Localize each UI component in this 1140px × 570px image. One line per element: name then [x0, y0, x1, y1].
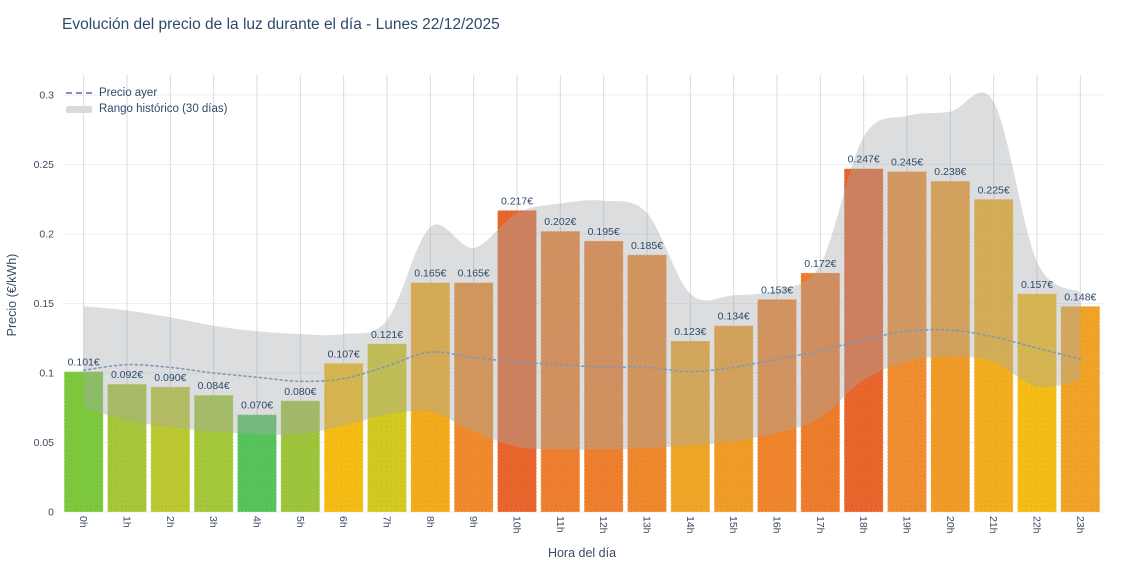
x-tick-label: 13h — [641, 516, 653, 534]
bar-texture — [150, 386, 190, 512]
bar-value-label: 0.084€ — [198, 380, 230, 392]
legend-label-precio-ayer: Precio ayer — [99, 87, 158, 99]
y-tick-label: 0.25 — [34, 159, 55, 171]
bar-value-label: 0.185€ — [631, 240, 663, 252]
y-tick-label: 0 — [48, 507, 54, 519]
bar-texture — [64, 371, 104, 512]
historical-range-band — [83, 92, 1081, 450]
bar-value-label: 0.245€ — [891, 156, 923, 168]
chart-title: Evolución del precio de la luz durante e… — [62, 16, 500, 33]
dashed-line-icon — [66, 92, 92, 94]
x-tick-label: 7h — [381, 516, 393, 528]
bar-texture — [107, 384, 147, 512]
bar-value-label: 0.247€ — [848, 154, 880, 166]
legend: Precio ayer Rango histórico (30 días) — [66, 85, 227, 117]
y-tick-label: 0.1 — [39, 368, 54, 380]
bar-value-label: 0.070€ — [241, 400, 273, 412]
bar-value-label: 0.172€ — [804, 258, 836, 270]
bar-value-label: 0.134€ — [718, 311, 750, 323]
bar-texture — [930, 181, 970, 512]
x-tick-label: 8h — [424, 516, 436, 528]
x-tick-label: 11h — [554, 516, 566, 533]
band-swatch-icon — [66, 105, 92, 113]
y-tick-label: 0.3 — [39, 90, 54, 102]
x-tick-label: 10h — [511, 516, 523, 534]
bar-texture — [800, 272, 840, 512]
y-tick-label: 0.2 — [39, 229, 54, 241]
x-tick-label: 23h — [1074, 516, 1086, 534]
bar-texture — [584, 240, 624, 512]
legend-label-rango-historico: Rango histórico (30 días) — [99, 103, 228, 115]
y-tick-label: 0.05 — [34, 437, 55, 449]
bar-value-label: 0.165€ — [414, 268, 446, 280]
bar-texture — [1060, 306, 1100, 512]
bar-value-label: 0.238€ — [934, 166, 966, 178]
bar-texture — [844, 168, 884, 513]
bar-texture — [627, 254, 667, 512]
x-tick-label: 9h — [467, 516, 479, 528]
bar-value-label: 0.123€ — [674, 326, 706, 338]
x-tick-label: 3h — [207, 516, 219, 528]
bar-value-label: 0.202€ — [544, 216, 576, 228]
bar-texture — [670, 341, 710, 512]
bar-value-label: 0.121€ — [371, 329, 403, 341]
bar-texture — [974, 199, 1014, 512]
x-tick-label: 0h — [77, 516, 89, 528]
x-tick-label: 15h — [727, 516, 739, 534]
bar-texture — [367, 343, 407, 512]
x-tick-label: 22h — [1031, 516, 1043, 534]
bar-value-label: 0.101€ — [68, 357, 100, 369]
bar-value-label: 0.157€ — [1021, 279, 1053, 291]
bar-value-label: 0.195€ — [588, 226, 620, 238]
x-tick-label: 21h — [987, 516, 999, 534]
x-tick-label: 17h — [814, 516, 826, 534]
yesterday-price-line — [82, 328, 1082, 383]
legend-item-rango-historico[interactable]: Rango histórico (30 días) — [66, 101, 227, 117]
bar-value-label: 0.225€ — [978, 184, 1010, 196]
y-tick-label: 0.15 — [34, 298, 55, 310]
bar-value-label: 0.107€ — [328, 348, 360, 360]
bar-value-label: 0.080€ — [284, 386, 316, 398]
x-tick-label: 12h — [597, 516, 609, 534]
bar-texture — [454, 282, 494, 512]
bar-texture — [887, 171, 927, 512]
bar-value-label: 0.217€ — [501, 195, 533, 207]
bar-value-label: 0.148€ — [1064, 291, 1096, 303]
bar-texture — [757, 299, 797, 512]
legend-item-precio-ayer[interactable]: Precio ayer — [66, 85, 227, 101]
bar-texture — [194, 395, 234, 512]
bar-value-label: 0.090€ — [154, 372, 186, 384]
x-tick-label: 6h — [337, 516, 349, 528]
bar-texture — [410, 282, 450, 512]
x-tick-label: 19h — [901, 516, 913, 534]
x-tick-label: 4h — [251, 516, 263, 528]
x-tick-label: 1h — [121, 516, 133, 528]
bar-value-label: 0.153€ — [761, 284, 793, 296]
bar-texture — [714, 325, 754, 512]
bar-texture — [540, 231, 580, 512]
x-tick-label: 5h — [294, 516, 306, 528]
x-tick-label: 20h — [944, 516, 956, 534]
bar-value-label: 0.092€ — [111, 369, 143, 381]
x-tick-label: 16h — [771, 516, 783, 534]
x-axis-title: Hora del día — [547, 546, 617, 560]
bar-texture — [324, 363, 364, 512]
x-tick-label: 2h — [164, 516, 176, 528]
bar-value-label: 0.165€ — [458, 268, 490, 280]
bar-texture — [237, 414, 277, 512]
bar-texture — [1017, 293, 1057, 512]
x-tick-label: 14h — [684, 516, 696, 534]
x-tick-label: 18h — [857, 516, 869, 534]
bar-texture — [280, 400, 320, 512]
